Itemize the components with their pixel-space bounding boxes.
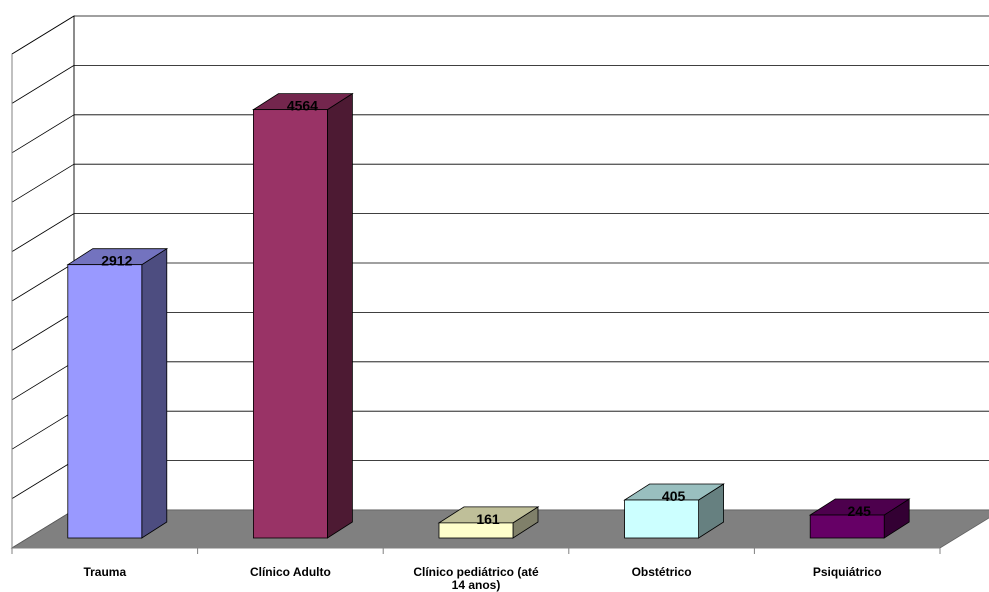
x-tick-label: Trauma [83, 565, 126, 579]
bar-front [809, 514, 885, 539]
gridline-side [11, 410, 75, 450]
bar-front [67, 264, 143, 539]
x-tick-label: Clínico Adulto [250, 565, 331, 579]
gridline-side [11, 361, 75, 401]
bar-side [141, 247, 168, 539]
gridline-side [11, 163, 75, 203]
x-axis: Trauma Clínico Adulto Clínico pediátrico (… [11, 547, 941, 592]
gridline-side [11, 262, 75, 302]
gridline-side [11, 114, 75, 154]
data-label: 2912 [101, 253, 132, 269]
x-tick-label: Psiquiátrico [813, 565, 882, 579]
gridline-side [11, 213, 75, 252]
data-label: 161 [476, 511, 500, 527]
bar-front [624, 499, 699, 539]
data-labels: 2912 4564 161 405 245 [101, 98, 871, 527]
data-label: 4564 [287, 98, 318, 114]
x-tick-label: Obstétrico [632, 565, 692, 579]
gridline-side [11, 65, 75, 104]
bar-side [326, 92, 353, 539]
bar-front [252, 109, 328, 539]
gridline-side [11, 460, 75, 499]
bars [66, 92, 911, 539]
x-tick-label: Clínico pediátrico (até 14 anos) [413, 565, 539, 592]
data-label: 245 [848, 503, 872, 519]
bar-front [438, 522, 514, 539]
data-label: 405 [662, 488, 686, 504]
gridline-side [11, 312, 75, 351]
gridline-side [11, 15, 75, 55]
